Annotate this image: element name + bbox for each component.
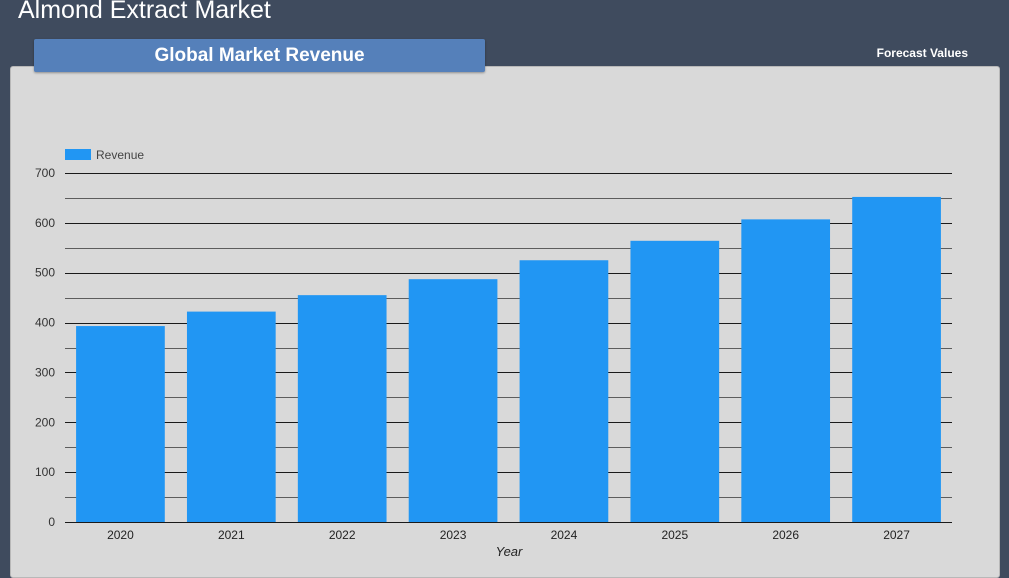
bar-2023[interactable] [408,279,498,522]
legend-swatch[interactable] [65,149,91,160]
y-tick-label: 500 [35,266,55,280]
x-tick-label: 2022 [329,528,356,542]
x-tick-label: 2021 [218,528,245,542]
page-title: Almond Extract Market [18,0,271,24]
bar-2020[interactable] [76,326,165,522]
bar-2024[interactable] [519,260,609,522]
x-tick-label: 2025 [661,528,688,542]
x-tick-label: 2020 [107,528,134,542]
y-tick-label: 600 [35,216,55,230]
x-tick-label: 2023 [440,528,467,542]
y-tick-label: 200 [35,415,55,429]
x-axis-title: Year [496,544,523,559]
y-tick-label: 400 [35,316,55,330]
bar-2026[interactable] [741,219,831,523]
x-tick-label: 2024 [551,528,578,542]
bars [76,196,941,523]
global-market-revenue-tab[interactable]: Global Market Revenue [34,39,485,72]
y-axis-ticks: 0 100 200 300 400 500 600 700 [35,166,55,529]
x-tick-label: 2026 [772,528,799,542]
bar-2022[interactable] [297,295,387,522]
legend-label[interactable]: Revenue [96,148,144,162]
forecast-values-link[interactable]: Forecast Values [876,46,968,60]
x-tick-label: 2027 [883,528,910,542]
bar-2027[interactable] [852,196,941,522]
x-axis-ticks: 2020 2021 2022 2023 2024 2025 2026 2027 [107,528,910,542]
y-tick-label: 100 [35,465,55,479]
bar-2021[interactable] [186,311,276,522]
y-tick-label: 300 [35,365,55,379]
bar-2025[interactable] [630,240,720,522]
chart-panel [10,66,1000,578]
y-tick-label: 0 [48,515,55,529]
y-tick-label: 700 [35,166,55,180]
